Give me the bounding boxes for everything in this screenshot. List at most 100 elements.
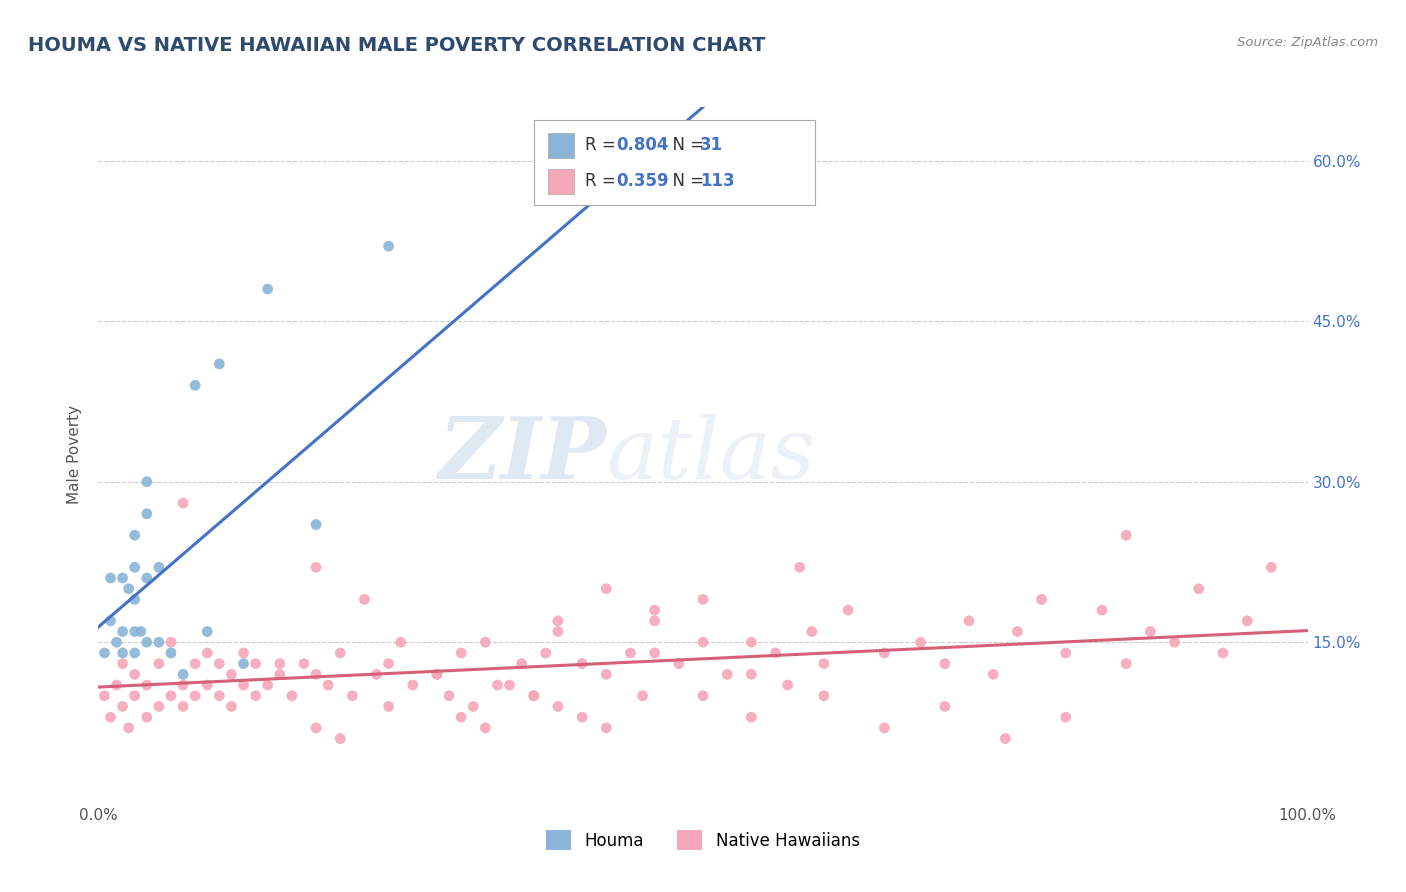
Point — [281, 689, 304, 703]
Point — [644, 603, 666, 617]
Point — [129, 624, 152, 639]
Point — [221, 699, 243, 714]
Point — [100, 710, 122, 724]
Point — [837, 603, 859, 617]
Point — [292, 657, 315, 671]
Point — [135, 507, 157, 521]
Point — [269, 657, 291, 671]
Point — [195, 624, 218, 639]
Point — [195, 646, 218, 660]
Point — [547, 699, 569, 714]
Point — [716, 667, 738, 681]
Point — [232, 646, 254, 660]
Text: ZIP: ZIP — [439, 413, 606, 497]
Point — [740, 667, 762, 681]
Point — [172, 699, 194, 714]
Point — [135, 710, 157, 724]
Text: N =: N = — [662, 136, 710, 154]
Point — [100, 571, 122, 585]
Point — [1163, 635, 1185, 649]
Legend: Houma, Native Hawaiians: Houma, Native Hawaiians — [540, 823, 866, 857]
Point — [813, 657, 835, 671]
Point — [668, 657, 690, 671]
Point — [195, 678, 218, 692]
Point — [1260, 560, 1282, 574]
Point — [172, 667, 194, 681]
Point — [873, 721, 896, 735]
Point — [118, 721, 141, 735]
Point — [148, 699, 170, 714]
Point — [316, 678, 339, 692]
Point — [124, 689, 146, 703]
Point — [571, 710, 593, 724]
Point — [873, 646, 896, 660]
Point — [124, 646, 146, 660]
Point — [571, 657, 593, 671]
Point — [813, 689, 835, 703]
Point — [1091, 603, 1114, 617]
Text: atlas: atlas — [606, 414, 815, 496]
Point — [184, 689, 207, 703]
Point — [329, 646, 352, 660]
Point — [450, 646, 472, 660]
Point — [172, 496, 194, 510]
Point — [93, 646, 115, 660]
Point — [366, 667, 388, 681]
Point — [595, 667, 617, 681]
Point — [245, 657, 267, 671]
Point — [105, 678, 128, 692]
Point — [934, 657, 956, 671]
Point — [910, 635, 932, 649]
Point — [740, 710, 762, 724]
Point — [124, 667, 146, 681]
Text: Source: ZipAtlas.com: Source: ZipAtlas.com — [1237, 36, 1378, 49]
Point — [498, 678, 520, 692]
Point — [111, 646, 134, 660]
Y-axis label: Male Poverty: Male Poverty — [67, 405, 83, 505]
Point — [329, 731, 352, 746]
Point — [474, 635, 496, 649]
Point — [450, 710, 472, 724]
Point — [644, 614, 666, 628]
Point — [148, 635, 170, 649]
Point — [232, 657, 254, 671]
Text: N =: N = — [662, 172, 710, 190]
Point — [1115, 657, 1137, 671]
Point — [402, 678, 425, 692]
Point — [208, 689, 231, 703]
Point — [160, 646, 183, 660]
Point — [534, 646, 557, 660]
Point — [981, 667, 1004, 681]
Point — [1188, 582, 1211, 596]
Point — [377, 239, 399, 253]
Point — [148, 657, 170, 671]
Point — [93, 689, 115, 703]
Point — [377, 657, 399, 671]
Point — [135, 571, 157, 585]
Point — [135, 635, 157, 649]
Point — [1054, 710, 1077, 724]
Point — [377, 699, 399, 714]
Point — [184, 657, 207, 671]
Point — [111, 657, 134, 671]
Point — [148, 560, 170, 574]
Point — [547, 624, 569, 639]
Point — [426, 667, 449, 681]
Point — [1054, 646, 1077, 660]
Point — [124, 624, 146, 639]
Point — [1007, 624, 1029, 639]
Point — [800, 624, 823, 639]
Point — [135, 475, 157, 489]
Point — [1212, 646, 1234, 660]
Point — [716, 164, 738, 178]
Point — [305, 667, 328, 681]
Point — [510, 657, 533, 671]
Point — [776, 678, 799, 692]
Point — [994, 731, 1017, 746]
Point — [172, 678, 194, 692]
Point — [232, 678, 254, 692]
Text: 0.359: 0.359 — [616, 172, 668, 190]
Point — [934, 699, 956, 714]
Point — [523, 689, 546, 703]
Point — [221, 667, 243, 681]
